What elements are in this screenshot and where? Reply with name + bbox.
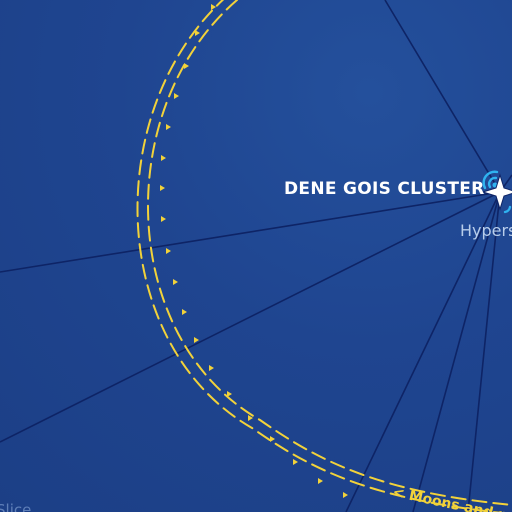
triangle-arrow-icon [161,155,166,161]
route-direction-arrows [160,4,348,498]
triangle-arrow-icon [182,309,187,315]
triangle-arrow-icon [270,436,275,442]
triangle-arrow-icon [318,478,323,484]
triangle-arrow-icon [195,30,200,36]
triangle-arrow-icon [343,492,348,498]
region-slice-label: Slice [0,501,32,512]
triangle-arrow-icon [227,391,232,397]
triangle-arrow-icon [166,248,171,254]
hyperspace-lane[interactable] [345,191,501,512]
route-label[interactable]: < Moons and r [391,484,506,512]
hyperspace-lane[interactable] [467,191,501,512]
triangle-arrow-icon [184,63,189,69]
triangle-arrow-icon [166,124,171,130]
orbit-route[interactable] [136,0,512,512]
triangle-arrow-icon [211,4,216,10]
triangle-arrow-icon [174,93,179,99]
triangle-arrow-icon [209,365,214,371]
cluster-name-label[interactable]: DENE GOIS CLUSTER [284,179,485,199]
four-point-star-icon[interactable] [481,173,512,211]
triangle-arrow-icon [173,279,178,285]
hyperspace-lane[interactable] [0,191,501,273]
hyperspace-lane[interactable] [412,191,501,512]
hyperspace-label: Hypers [460,221,512,240]
triangle-arrow-icon [194,337,199,343]
triangle-arrow-icon [160,185,165,191]
triangle-arrow-icon [248,415,253,421]
hyperspace-lane[interactable] [384,0,501,193]
triangle-arrow-icon [161,216,166,222]
triangle-arrow-icon [293,459,298,465]
hyperspace-lane[interactable] [0,191,501,443]
